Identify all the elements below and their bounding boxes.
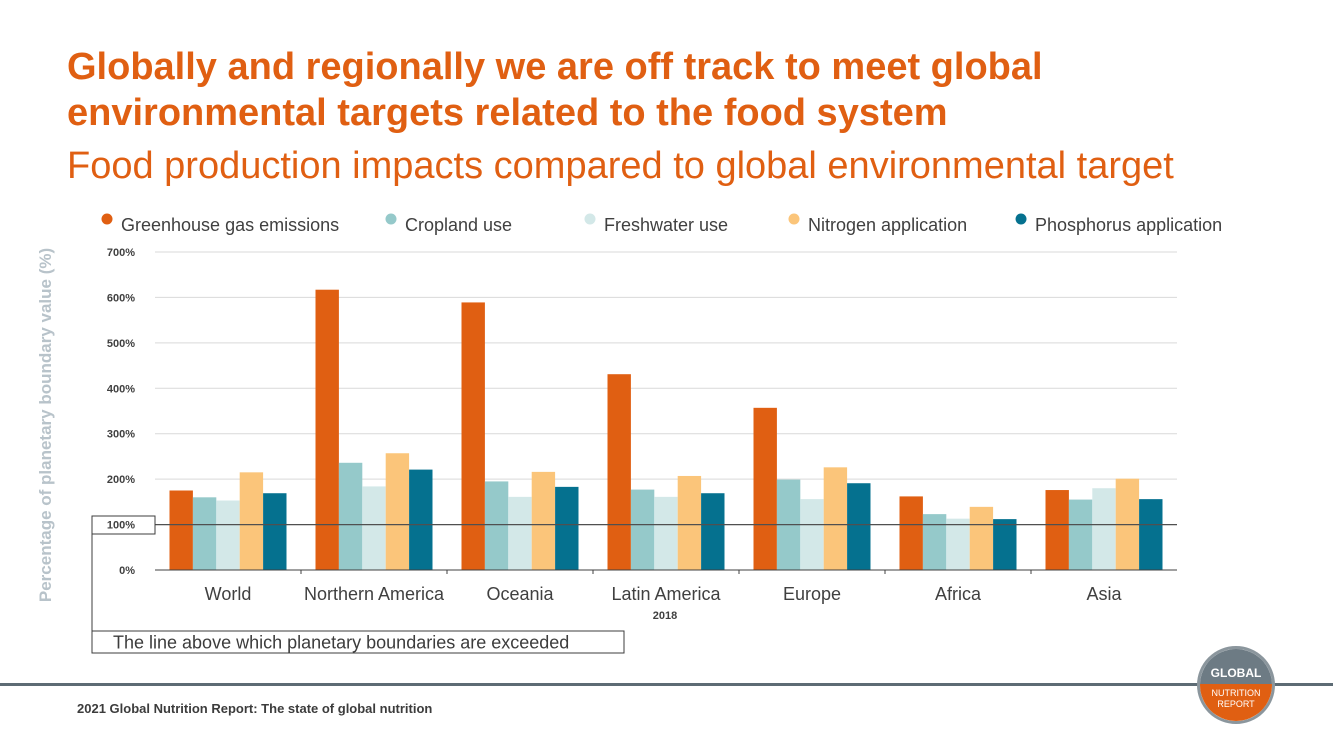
bar: [192, 497, 217, 570]
legend-label: Greenhouse gas emissions: [121, 215, 339, 235]
bar: [338, 462, 363, 570]
annotation-text: The line above which planetary boundarie…: [113, 633, 569, 653]
global-nutrition-report-logo: GLOBAL NUTRITION REPORT: [1197, 646, 1275, 724]
bar: [753, 407, 777, 570]
legend-marker: [584, 213, 596, 225]
bar: [654, 496, 678, 570]
logo-word-nutrition: NUTRITION: [1211, 688, 1261, 698]
x-category-label: Oceania: [486, 584, 554, 604]
bar: [555, 486, 579, 570]
legend-label: Cropland use: [405, 215, 512, 235]
x-axis-categories: World Northern America Oceania Latin Americ…: [205, 570, 1122, 604]
footer-source: 2021 Global Nutrition Report: The state …: [77, 701, 433, 716]
y-axis-label: Percentage of planetary boundary value (…: [36, 248, 55, 602]
bar: [847, 483, 871, 570]
x-category-label: Africa: [935, 584, 982, 604]
y-tick-label: 300%: [107, 429, 135, 441]
bar: [409, 469, 433, 570]
bar: [993, 519, 1017, 570]
bar: [823, 467, 848, 570]
y-tick-label: 400%: [107, 383, 135, 395]
bar: [461, 302, 485, 570]
legend-label: Nitrogen application: [808, 215, 967, 235]
y-axis-ticks: 0% 100% 200% 300% 400% 500% 600% 700%: [107, 247, 135, 577]
bar: [701, 493, 725, 570]
y-tick-label: 100%: [107, 520, 135, 532]
chart-gridlines: [155, 251, 1177, 526]
bar: [1068, 499, 1093, 570]
bar: [677, 475, 702, 570]
x-category-label: World: [205, 584, 252, 604]
bar: [899, 496, 923, 570]
bar: [216, 500, 240, 570]
y-tick-label: 700%: [107, 247, 135, 259]
bar: [484, 481, 509, 570]
x-category-label: Northern America: [304, 584, 445, 604]
bar: [800, 499, 824, 570]
bar: [922, 514, 947, 570]
x-category-label: Europe: [783, 584, 841, 604]
bar: [362, 486, 386, 570]
bar: [630, 489, 655, 570]
x-category-label: Latin America: [611, 584, 721, 604]
chart-bars: [169, 289, 1163, 570]
page-title: Globally and regionally we are off track…: [67, 46, 1043, 134]
bar: [531, 471, 556, 570]
logo-bottom-band: NUTRITION REPORT: [1200, 684, 1272, 721]
bar: [508, 496, 532, 570]
bar: [607, 374, 631, 570]
y-tick-label: 200%: [107, 474, 135, 486]
footer-divider: [0, 683, 1333, 686]
bar: [315, 289, 339, 570]
x-category-label: Asia: [1086, 584, 1122, 604]
y-tick-label: 600%: [107, 292, 135, 304]
bar: [1045, 490, 1069, 570]
logo-word-report: REPORT: [1217, 699, 1255, 709]
legend-marker: [1015, 213, 1027, 225]
bar: [1092, 488, 1116, 570]
bar: [385, 453, 410, 570]
chart-legend: Greenhouse gas emissions Cropland use Fres…: [101, 213, 1222, 235]
bar: [263, 493, 287, 570]
y-tick-label: 500%: [107, 338, 135, 350]
legend-marker: [385, 213, 397, 225]
legend-label: Freshwater use: [604, 215, 728, 235]
threshold-label-box: [91, 515, 156, 535]
bar: [1139, 499, 1163, 570]
bar: [946, 518, 970, 570]
legend-label: Phosphorus application: [1035, 215, 1222, 235]
bar: [169, 490, 193, 570]
logo-top-band: GLOBAL: [1200, 649, 1272, 684]
legend-marker: [788, 213, 800, 225]
bar: [239, 472, 264, 570]
legend-marker: [101, 213, 113, 225]
x-axis-label: 2018: [653, 610, 677, 622]
annotation-box: [91, 630, 625, 654]
y-tick-label: 0%: [119, 565, 135, 577]
page-subtitle: Food production impacts compared to glob…: [67, 145, 1174, 187]
bar-chart: Greenhouse gas emissions Cropland use Fres…: [36, 213, 1222, 654]
bar: [969, 506, 994, 570]
